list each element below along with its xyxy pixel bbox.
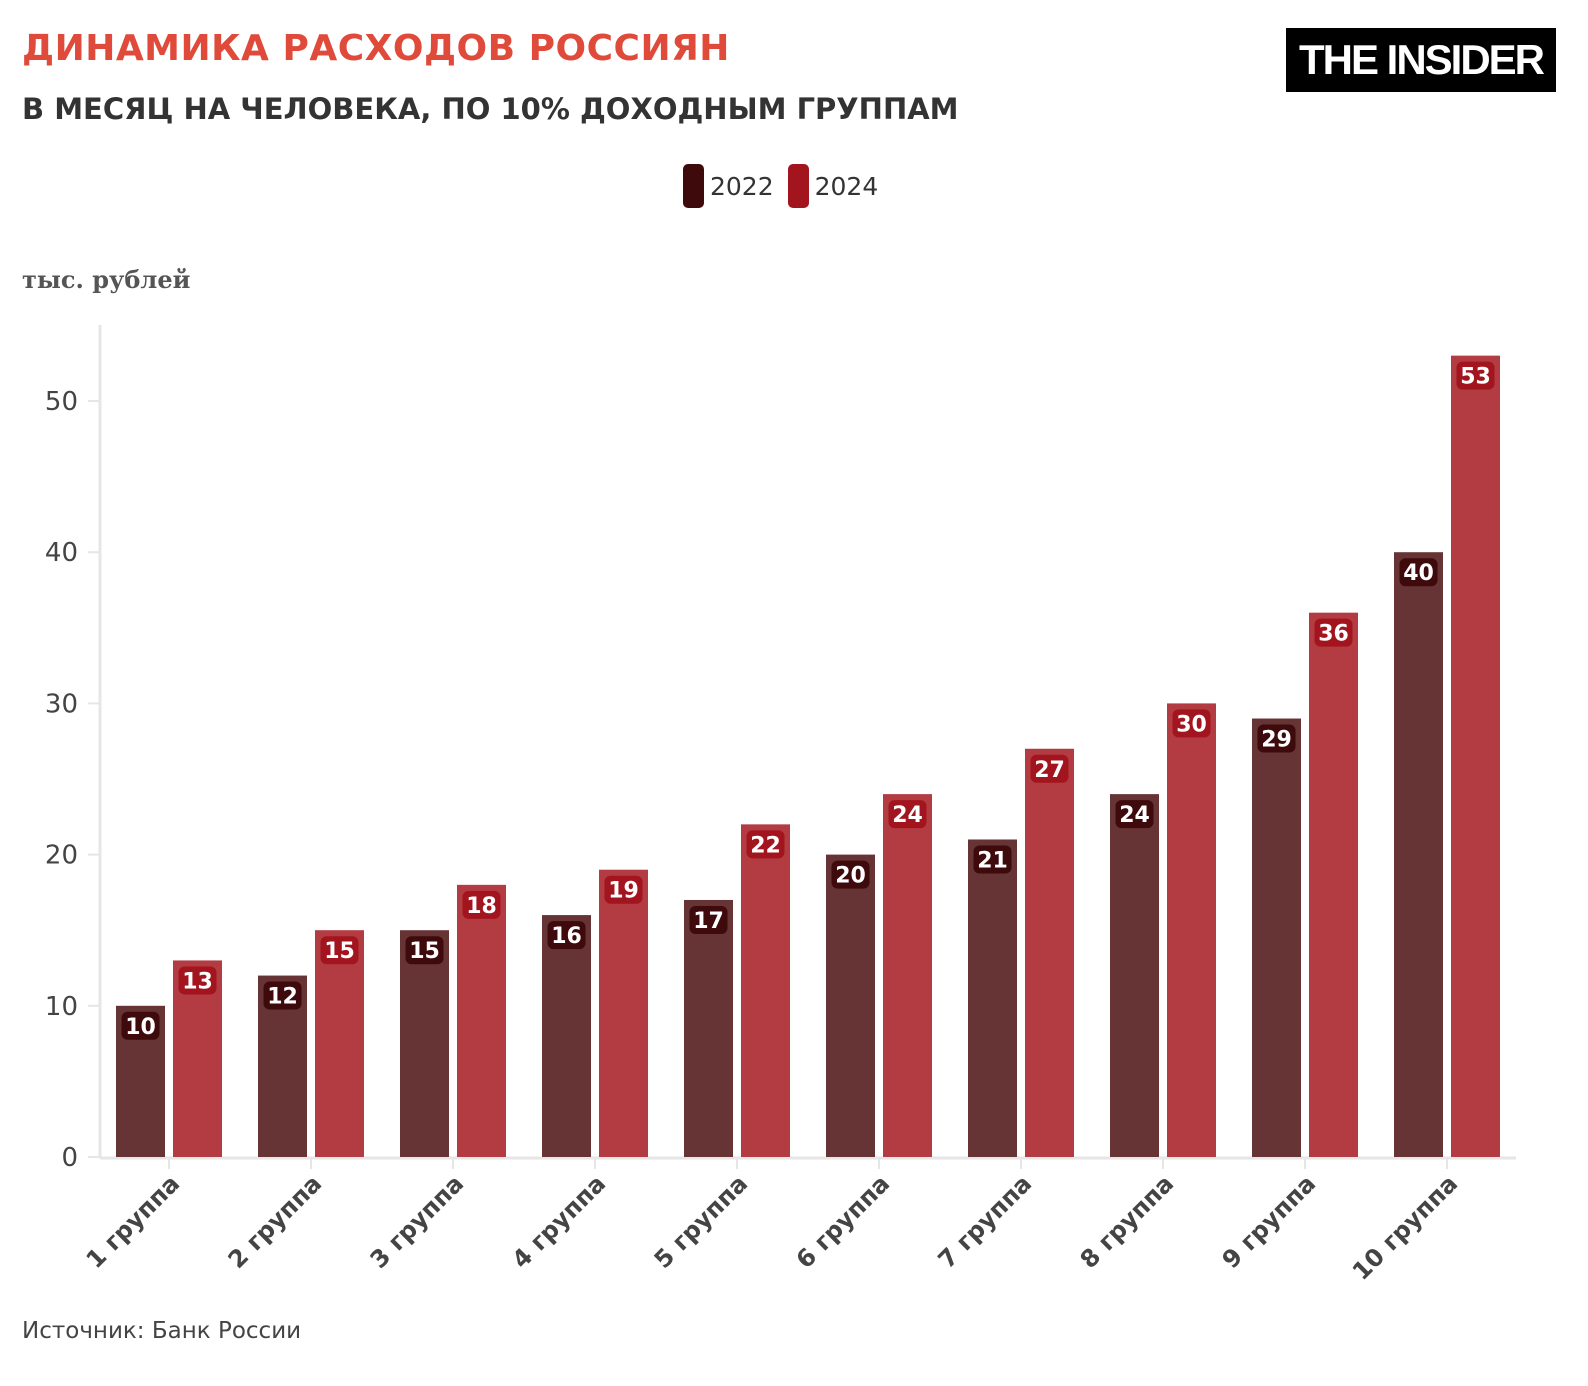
chart-legend: 2022 2024 <box>683 164 892 208</box>
bar-2022 <box>684 899 733 1157</box>
category-label: 4 группа <box>507 1169 611 1273</box>
category-label: 5 группа <box>649 1169 753 1273</box>
data-label-2024: 13 <box>182 969 213 994</box>
category-label: 10 группа <box>1347 1169 1463 1285</box>
bar-2024 <box>1025 748 1074 1157</box>
category-label: 6 группа <box>791 1169 895 1273</box>
data-label-bg <box>1030 754 1069 783</box>
legend-item-2024: 2024 <box>787 164 879 208</box>
data-label-2024: 22 <box>750 833 781 858</box>
data-label-bg <box>178 966 217 995</box>
data-label-2024: 24 <box>892 803 923 828</box>
y-tick-label: 20 <box>45 841 78 871</box>
brand-logo: THE INSIDER <box>1286 28 1556 92</box>
data-label-2024: 53 <box>1460 365 1491 390</box>
data-label-bg <box>1257 724 1296 753</box>
data-label-2022: 12 <box>267 985 298 1010</box>
y-tick-label: 40 <box>45 538 78 568</box>
data-label-bg <box>1172 709 1211 738</box>
category-label: 8 группа <box>1075 1169 1179 1273</box>
bar-chart: 0 10 20 30 40 50 10 13 1 группа 12 15 2 группа 15 18 3… <box>45 325 1516 1286</box>
data-label-bg <box>746 830 785 859</box>
data-label-bg <box>263 981 302 1010</box>
data-label-bg <box>1314 618 1353 647</box>
data-label-2024: 30 <box>1176 712 1207 737</box>
category-label: 2 группа <box>223 1169 327 1273</box>
source-note: Источник: Банк России <box>22 1318 302 1344</box>
data-label-2022: 15 <box>409 939 440 964</box>
bar-2022 <box>826 854 875 1157</box>
bar-2022 <box>968 839 1017 1157</box>
bar-2022 <box>400 930 449 1157</box>
data-label-bg <box>1115 800 1154 829</box>
chart-subtitle: В МЕСЯЦ НА ЧЕЛОВЕКА, ПО 10% ДОХОДНЫМ ГРУ… <box>22 92 959 126</box>
data-label-2024: 27 <box>1034 758 1065 783</box>
data-label-bg <box>888 800 927 829</box>
data-label-bg <box>121 1011 160 1040</box>
bar-2024 <box>1309 612 1358 1157</box>
data-label-bg <box>405 936 444 965</box>
data-label-2024: 36 <box>1318 622 1349 647</box>
legend-item-2022: 2022 <box>683 164 774 208</box>
category-label: 3 группа <box>365 1169 469 1273</box>
data-label-2022: 20 <box>835 864 866 889</box>
data-label-2022: 10 <box>125 1015 156 1040</box>
data-label-bg <box>604 875 643 904</box>
category-label: 1 группа <box>81 1169 185 1273</box>
bar-2024 <box>883 794 932 1157</box>
y-tick-label: 10 <box>45 992 78 1022</box>
data-label-bg <box>462 890 501 919</box>
category-label: 9 группа <box>1217 1169 1321 1273</box>
data-label-bg <box>689 905 728 934</box>
bar-2022 <box>1110 794 1159 1157</box>
data-label-2022: 29 <box>1261 728 1292 753</box>
data-label-bg <box>831 860 870 889</box>
data-label-bg <box>547 921 586 950</box>
data-label-bg <box>1456 361 1495 390</box>
bar-2024 <box>457 884 506 1157</box>
data-label-2022: 16 <box>551 924 582 949</box>
data-label-2024: 19 <box>608 879 639 904</box>
legend-label-2022: 2022 <box>710 171 774 201</box>
data-label-bg <box>1399 558 1438 587</box>
y-tick-label: 0 <box>61 1143 78 1173</box>
bar-2024 <box>1167 703 1216 1157</box>
bar-2024 <box>741 824 790 1157</box>
data-label-2024: 18 <box>466 894 497 919</box>
data-label-2022: 40 <box>1403 561 1434 586</box>
data-label-2024: 15 <box>324 939 355 964</box>
data-label-2022: 17 <box>693 909 724 934</box>
bar-2022 <box>542 915 591 1157</box>
data-label-2022: 24 <box>1119 803 1150 828</box>
category-label: 7 группа <box>933 1169 1037 1273</box>
bar-2022 <box>1252 718 1301 1157</box>
data-label-2022: 21 <box>977 848 1008 873</box>
y-tick-label: 30 <box>45 689 78 719</box>
legend-swatch-2022 <box>683 164 704 208</box>
data-label-bg <box>973 845 1012 874</box>
legend-swatch-2024 <box>787 164 809 208</box>
data-label-bg <box>320 936 359 965</box>
legend-label-2024: 2024 <box>814 171 879 201</box>
bar-2024 <box>1451 355 1500 1157</box>
chart-title: ДИНАМИКА РАСХОДОВ РОССИЯН <box>22 28 730 69</box>
y-tick-label: 50 <box>45 387 78 417</box>
y-axis-unit-label: тыс. рублей <box>22 265 191 294</box>
bar-2022 <box>1394 552 1443 1157</box>
bar-2024 <box>599 869 648 1157</box>
bar-2024 <box>315 930 364 1157</box>
